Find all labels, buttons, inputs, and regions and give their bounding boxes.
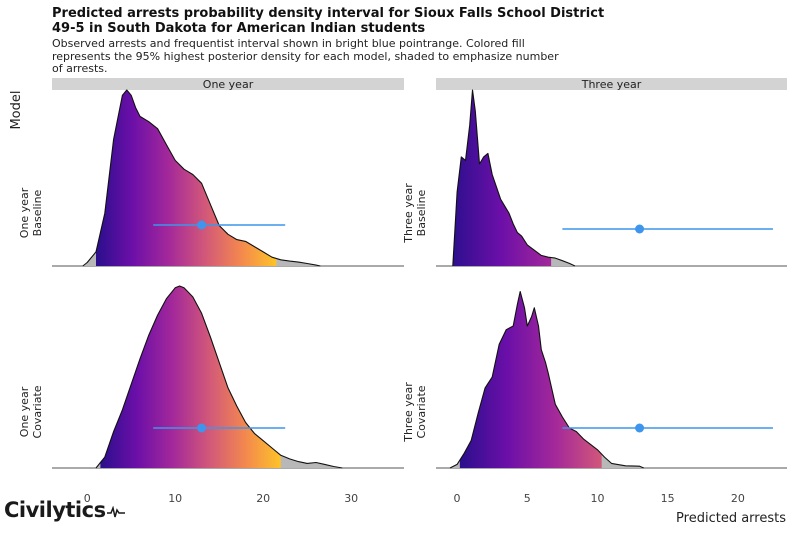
y-axis-title: Model bbox=[9, 90, 24, 129]
row-label-line: Covariate bbox=[31, 385, 44, 438]
brand-logo-text: Civilytics bbox=[4, 498, 106, 522]
row-label: Three yearCovariate bbox=[402, 382, 428, 443]
x-tick-label: 10 bbox=[590, 492, 604, 505]
row-label-line: Covariate bbox=[415, 385, 428, 438]
density-outline bbox=[82, 89, 321, 267]
panel-title-0: One year bbox=[203, 78, 254, 91]
density-outline bbox=[95, 285, 343, 469]
row-label: One yearCovariate bbox=[18, 385, 44, 438]
row-label-line: One year bbox=[18, 386, 31, 437]
row-label-line: Three year bbox=[402, 382, 415, 443]
density-hdi-fill bbox=[100, 286, 281, 468]
row-label-line: Baseline bbox=[31, 189, 44, 236]
chart-title: Predicted arrests probability density in… bbox=[52, 6, 605, 36]
x-tick-label: 0 bbox=[84, 492, 91, 505]
density-hdi-fill bbox=[459, 291, 602, 468]
x-tick-label: 10 bbox=[168, 492, 182, 505]
x-tick-label: 20 bbox=[731, 492, 745, 505]
density-hdi-fill bbox=[96, 90, 277, 266]
x-tick-label: 5 bbox=[524, 492, 531, 505]
x-tick-label: 15 bbox=[661, 492, 675, 505]
row-label-line: One year bbox=[18, 187, 31, 238]
row-label: One yearBaseline bbox=[18, 187, 44, 238]
density-hdi-fill bbox=[452, 90, 552, 266]
x-tick-label: 20 bbox=[256, 492, 270, 505]
chart-subtitle: Observed arrests and frequentist interva… bbox=[52, 37, 559, 75]
heartbeat-icon bbox=[107, 506, 125, 518]
x-axis-title: Predicted arrests bbox=[676, 511, 786, 526]
density-outline bbox=[449, 290, 645, 469]
point-estimate bbox=[197, 220, 207, 230]
panel-strip-1 bbox=[436, 78, 787, 90]
density-outline bbox=[452, 89, 576, 267]
row-label-line: Three year bbox=[402, 183, 415, 244]
point-estimate bbox=[635, 423, 645, 433]
point-estimate bbox=[635, 224, 645, 234]
row-label-line: Baseline bbox=[415, 189, 428, 236]
point-estimate bbox=[197, 423, 207, 433]
x-tick-label: 0 bbox=[454, 492, 461, 505]
row-label: Three yearBaseline bbox=[402, 183, 428, 244]
x-tick-label: 30 bbox=[344, 492, 358, 505]
panel-title-1: Three year bbox=[581, 78, 642, 91]
panel-strip-0 bbox=[52, 78, 404, 90]
